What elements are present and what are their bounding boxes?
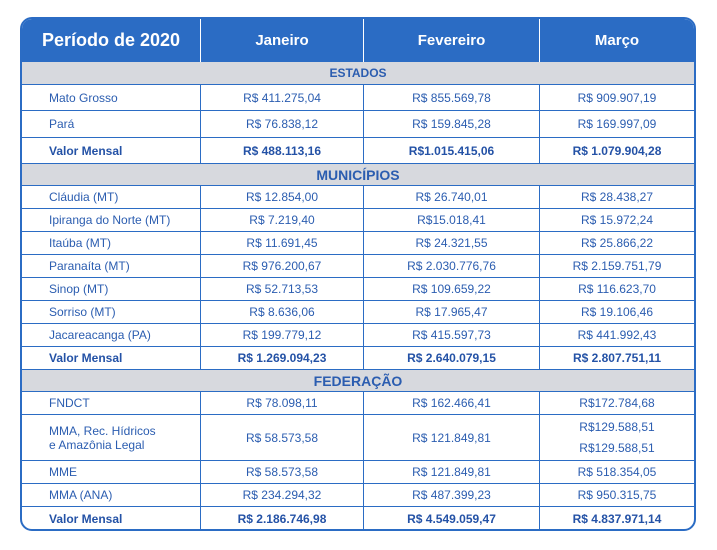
value-mar: R$172.784,68 [539, 392, 694, 414]
value-jan: R$ 7.219,40 [200, 209, 363, 231]
table-row: Cláudia (MT) R$ 12.854,00 R$ 26.740,01 R… [22, 185, 694, 208]
total-feb: R$1.015.415,06 [363, 138, 539, 163]
royalties-table: Período de 2020 Janeiro Fevereiro Março … [20, 17, 696, 531]
table-row: Itaúba (MT) R$ 11.691,45 R$ 24.321,55 R$… [22, 231, 694, 254]
total-row: Valor Mensal R$ 488.113,16 R$1.015.415,0… [22, 137, 694, 163]
value-feb: R$ 109.659,22 [363, 278, 539, 300]
total-jan: R$ 2.186.746,98 [200, 507, 363, 529]
row-label: MMA (ANA) [49, 488, 113, 502]
table-row: MMA, Rec. Hídricos e Amazônia Legal R$ 5… [22, 414, 694, 460]
section-estados: ESTADOS [22, 62, 694, 84]
value-jan: R$ 11.691,45 [200, 232, 363, 254]
header-month-feb: Fevereiro [363, 19, 539, 62]
value-mar: R$ 950.315,75 [539, 484, 694, 506]
row-label: FNDCT [49, 396, 90, 410]
value-feb: R$ 855.569,78 [363, 85, 539, 110]
section-title: ESTADOS [329, 66, 387, 80]
value-jan: R$ 199.779,12 [200, 324, 363, 346]
row-label: Cláudia (MT) [49, 190, 119, 204]
row-label: MME [49, 465, 77, 479]
header-month-mar: Março [539, 19, 694, 62]
value-mar: R$ 19.106,46 [539, 301, 694, 323]
section-title: MUNICÍPIOS [316, 166, 400, 183]
table-header: Período de 2020 Janeiro Fevereiro Março [22, 19, 694, 62]
total-feb: R$ 4.549.059,47 [363, 507, 539, 529]
total-row: Valor Mensal R$ 2.186.746,98 R$ 4.549.05… [22, 506, 694, 529]
value-jan: R$ 76.838,12 [200, 111, 363, 137]
value-mar: R$129.588,51 R$129.588,51 [539, 415, 694, 460]
row-label: Mato Grosso [49, 90, 118, 105]
value-feb: R$ 121.849,81 [363, 461, 539, 483]
row-label-line1: MMA, Rec. Hídricos [49, 423, 156, 438]
value-mar-line1: R$129.588,51 [579, 420, 655, 435]
value-mar: R$ 15.972,24 [539, 209, 694, 231]
value-mar: R$ 116.623,70 [539, 278, 694, 300]
value-jan: R$ 12.854,00 [200, 186, 363, 208]
header-month-jan: Janeiro [200, 19, 363, 62]
value-feb: R$ 159.845,28 [363, 111, 539, 137]
total-feb: R$ 2.640.079,15 [363, 347, 539, 369]
total-row: Valor Mensal R$ 1.269.094,23 R$ 2.640.07… [22, 346, 694, 369]
value-jan: R$ 234.294,32 [200, 484, 363, 506]
row-label: Ipiranga do Norte (MT) [49, 213, 171, 227]
row-label-line2: e Amazônia Legal [49, 437, 145, 452]
total-mar: R$ 2.807.751,11 [539, 347, 694, 369]
value-mar: R$ 25.866,22 [539, 232, 694, 254]
value-feb: R$ 26.740,01 [363, 186, 539, 208]
table-row: FNDCT R$ 78.098,11 R$ 162.466,41 R$172.7… [22, 391, 694, 414]
row-label: MMA, Rec. Hídricos e Amazônia Legal [22, 415, 200, 460]
section-title: FEDERAÇÃO [313, 372, 403, 389]
total-mar: R$ 4.837.971,14 [539, 507, 694, 529]
value-mar: R$ 909.907,19 [539, 85, 694, 110]
table-row: Pará R$ 76.838,12 R$ 159.845,28 R$ 169.9… [22, 110, 694, 137]
value-mar-line2: R$129.588,51 [579, 440, 655, 455]
value-mar: R$ 2.159.751,79 [539, 255, 694, 277]
value-feb: R$ 24.321,55 [363, 232, 539, 254]
total-jan: R$ 1.269.094,23 [200, 347, 363, 369]
value-jan: R$ 58.573,58 [200, 415, 363, 460]
total-label: Valor Mensal [49, 143, 123, 158]
value-mar: R$ 441.992,43 [539, 324, 694, 346]
row-label: Jacareacanga (PA) [49, 328, 151, 342]
total-label: Valor Mensal [49, 351, 123, 365]
value-feb: R$ 121.849,81 [363, 415, 539, 460]
table-row: Jacareacanga (PA) R$ 199.779,12 R$ 415.5… [22, 323, 694, 346]
value-jan: R$ 58.573,58 [200, 461, 363, 483]
row-label: Sorriso (MT) [49, 305, 116, 319]
value-feb: R$ 2.030.776,76 [363, 255, 539, 277]
total-jan: R$ 488.113,16 [200, 138, 363, 163]
table-row: Sinop (MT) R$ 52.713,53 R$ 109.659,22 R$… [22, 277, 694, 300]
value-feb: R$ 17.965,47 [363, 301, 539, 323]
total-label: Valor Mensal [49, 511, 123, 526]
value-jan: R$ 52.713,53 [200, 278, 363, 300]
value-feb: R$ 487.399,23 [363, 484, 539, 506]
section-municipios: MUNICÍPIOS [22, 163, 694, 185]
value-jan: R$ 78.098,11 [200, 392, 363, 414]
row-label: Sinop (MT) [49, 282, 109, 296]
value-mar: R$ 169.997,09 [539, 111, 694, 137]
value-feb: R$ 415.597,73 [363, 324, 539, 346]
value-jan: R$ 976.200,67 [200, 255, 363, 277]
table-row: Mato Grosso R$ 411.275,04 R$ 855.569,78 … [22, 84, 694, 110]
table-row: Paranaíta (MT) R$ 976.200,67 R$ 2.030.77… [22, 254, 694, 277]
header-period: Período de 2020 [41, 30, 181, 50]
value-jan: R$ 411.275,04 [200, 85, 363, 110]
table-row: MMA (ANA) R$ 234.294,32 R$ 487.399,23 R$… [22, 483, 694, 506]
value-feb: R$ 162.466,41 [363, 392, 539, 414]
table-row: Sorriso (MT) R$ 8.636,06 R$ 17.965,47 R$… [22, 300, 694, 323]
total-mar: R$ 1.079.904,28 [539, 138, 694, 163]
row-label: Itaúba (MT) [49, 236, 112, 250]
row-label: Pará [49, 117, 75, 131]
table-row: MME R$ 58.573,58 R$ 121.849,81 R$ 518.35… [22, 460, 694, 483]
value-feb: R$15.018,41 [363, 209, 539, 231]
value-mar: R$ 28.438,27 [539, 186, 694, 208]
table-row: Ipiranga do Norte (MT) R$ 7.219,40 R$15.… [22, 208, 694, 231]
value-mar: R$ 518.354,05 [539, 461, 694, 483]
section-federacao: FEDERAÇÃO [22, 369, 694, 391]
row-label: Paranaíta (MT) [49, 259, 130, 273]
value-jan: R$ 8.636,06 [200, 301, 363, 323]
